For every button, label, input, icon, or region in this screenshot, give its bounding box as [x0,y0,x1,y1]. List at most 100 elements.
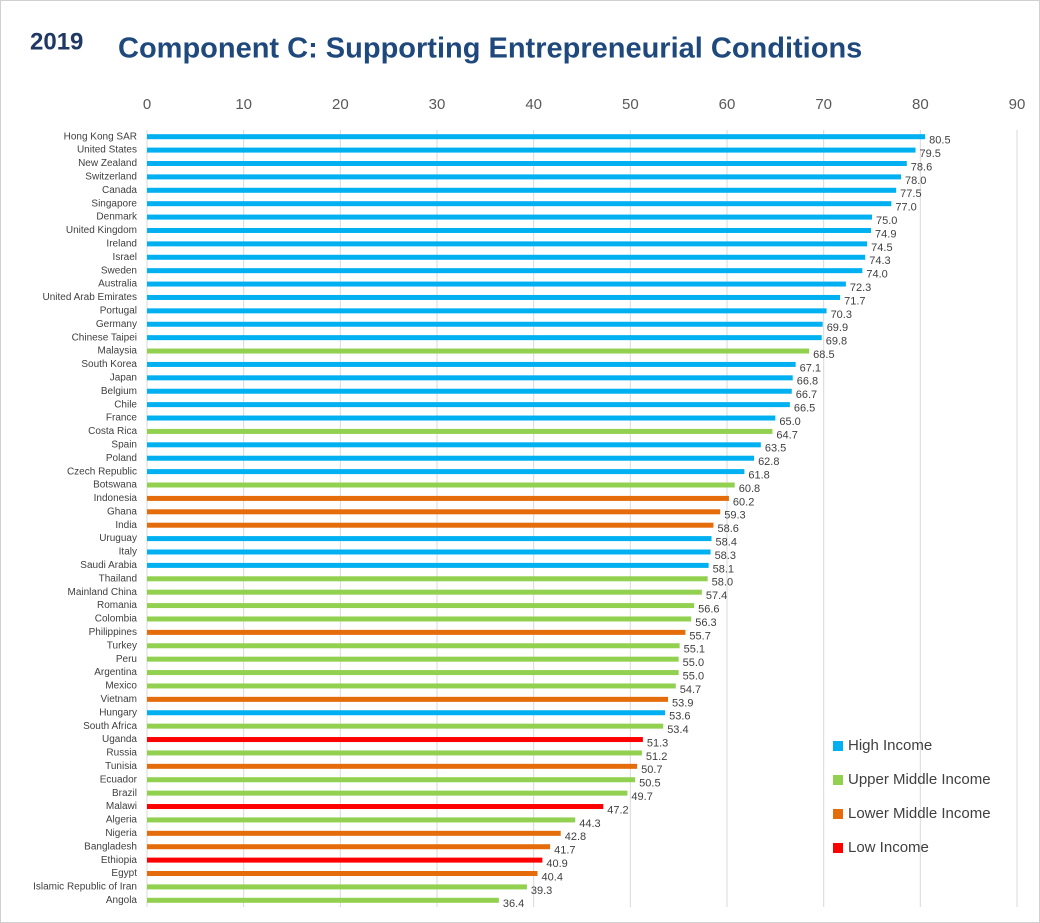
bar [147,147,916,153]
bar [147,857,543,863]
bar [147,763,638,769]
value-label: 72.3 [850,282,871,294]
value-label: 47.2 [607,804,628,816]
y-tick-label: Botswana [93,480,137,491]
bar [147,281,846,287]
x-tick-label: 50 [622,96,639,113]
y-tick-label: Angola [106,895,138,906]
y-tick-label: United Arab Emirates [43,292,138,303]
value-label: 53.6 [669,711,690,723]
bar [147,134,926,140]
value-label: 58.4 [716,537,737,549]
value-label: 69.8 [826,336,847,348]
value-label: 56.6 [698,603,719,615]
bar [147,817,576,823]
y-tick-label: South Africa [83,721,137,732]
bar [147,643,680,649]
value-label: 65.0 [779,416,800,428]
value-label: 53.9 [672,697,693,709]
value-label: 74.0 [866,269,887,281]
value-label: 50.5 [639,778,660,790]
value-label: 51.2 [646,751,667,763]
bar [147,871,538,877]
chart-year: 2019 [30,28,83,55]
y-tick-label: New Zealand [78,158,137,169]
bar [147,777,636,783]
value-label: 39.3 [531,885,552,897]
bar [147,308,827,314]
value-label: 74.5 [871,242,892,254]
legend-swatch [833,843,843,853]
x-tick-label: 0 [143,96,151,113]
legend-label: Upper Middle Income [848,771,991,788]
y-tick-label: Poland [106,453,137,464]
value-label: 66.7 [796,389,817,401]
x-tick-label: 90 [1009,96,1026,113]
y-tick-label: United States [77,145,137,156]
y-tick-label: Ireland [106,239,137,250]
value-label: 79.5 [920,148,941,160]
bar [147,750,642,756]
x-tick-label: 60 [719,96,736,113]
value-label: 66.5 [794,403,815,415]
bar [147,804,604,810]
value-label: 60.8 [739,483,760,495]
y-tick-label: France [106,413,138,424]
bar [147,710,666,716]
bar [147,428,773,434]
value-label: 51.3 [647,737,668,749]
value-label: 55.1 [684,644,705,656]
y-tick-label: Malaysia [98,346,138,357]
y-tick-label: Chile [114,399,137,410]
y-tick-label: Vietnam [100,694,137,705]
value-label: 44.3 [579,818,600,830]
y-tick-label: Hungary [99,707,137,718]
y-tick-label: Israel [113,252,137,263]
y-tick-label: Tunisia [105,761,137,772]
value-label: 57.4 [706,590,727,602]
value-label: 78.0 [905,175,926,187]
value-label: 54.7 [680,684,701,696]
value-label: 55.0 [683,657,704,669]
y-tick-label: South Korea [81,359,137,370]
y-tick-label: Chinese Taipei [72,332,137,343]
legend-label: Lower Middle Income [848,805,991,822]
x-tick-label: 30 [429,96,446,113]
chart-title: Component C: Supporting Entrepreneurial … [118,33,862,65]
y-tick-label: Ethiopia [101,855,138,866]
y-tick-label: Canada [102,185,137,196]
y-tick-label: Uganda [102,734,137,745]
value-label: 69.9 [827,322,848,334]
value-label: 80.5 [929,135,950,147]
y-tick-label: Indonesia [94,493,138,504]
legend-swatch [833,809,843,819]
y-tick-label: Japan [110,372,137,383]
y-tick-label: Spain [111,439,137,450]
bar [147,388,792,394]
y-tick-label: Algeria [106,815,138,826]
value-label: 64.7 [776,429,797,441]
y-tick-label: Hong Kong SAR [64,131,137,142]
y-tick-label: Australia [98,279,137,290]
value-label: 59.3 [724,510,745,522]
y-tick-label: Denmark [96,212,138,223]
bar [147,616,692,622]
y-tick-label: Italy [119,547,137,558]
bar [147,897,499,903]
bar [147,254,866,260]
bar [147,442,761,448]
bar [147,670,679,676]
value-label: 58.0 [712,577,733,589]
x-tick-label: 10 [235,96,252,113]
bar [147,656,679,662]
value-label: 41.7 [554,845,575,857]
value-label: 70.3 [831,309,852,321]
value-label: 36.4 [503,898,524,910]
y-tick-label: Nigeria [105,828,137,839]
bar [147,844,551,850]
y-tick-label: Colombia [95,614,138,625]
bar [147,469,745,475]
bar [147,696,669,702]
x-tick-label: 80 [912,96,929,113]
